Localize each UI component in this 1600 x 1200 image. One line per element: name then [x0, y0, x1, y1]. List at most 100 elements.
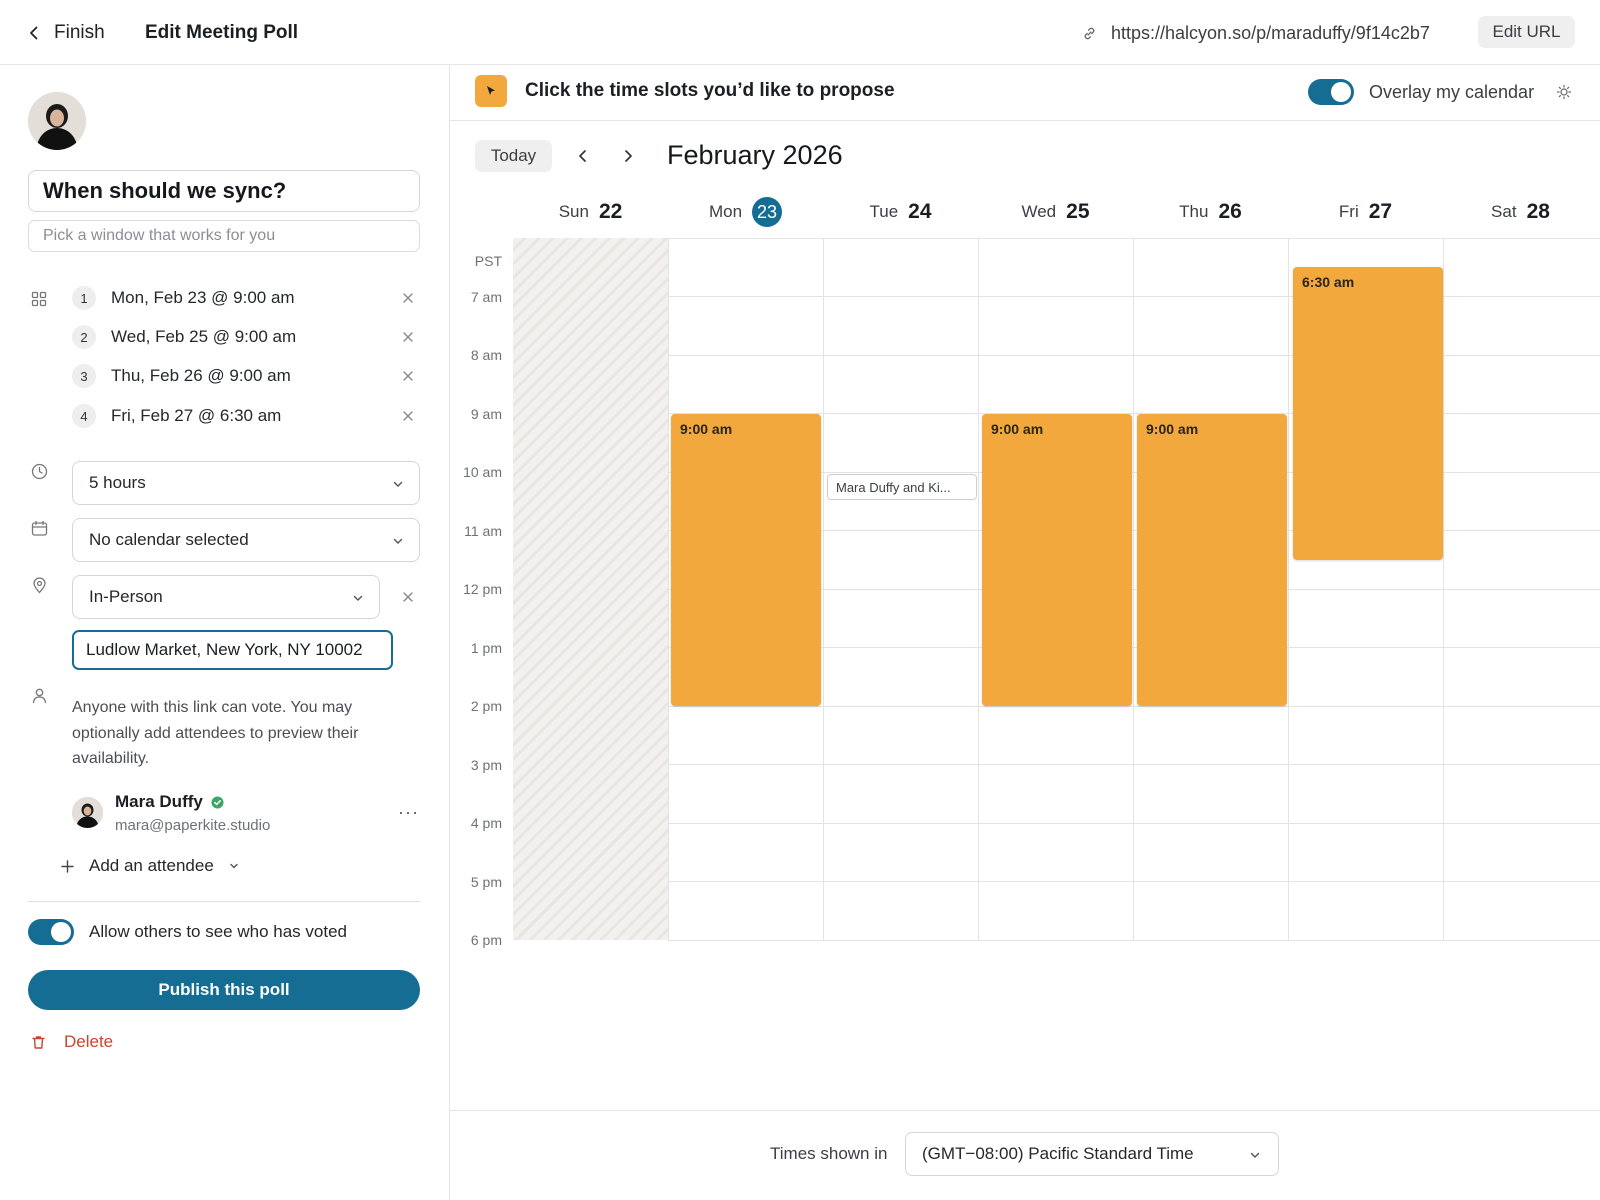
proposed-slot-wed[interactable]: 9:00 am	[982, 414, 1132, 706]
chevron-down-icon	[353, 595, 363, 601]
delete-button[interactable]: Delete	[31, 1030, 113, 1054]
page-title: Edit Meeting Poll	[145, 22, 299, 43]
day-header-tue: Tue 24	[823, 197, 978, 227]
poll-url[interactable]: https://halcyon.so/p/maraduffy/9f14c2b7	[1082, 20, 1430, 46]
sun-icon[interactable]	[1556, 84, 1572, 100]
busy-event-tue[interactable]: Mara Duffy and Ki...	[827, 474, 977, 500]
attendee-name: Mara Duffy	[115, 792, 224, 812]
hour-label: 5 pm	[470, 874, 502, 890]
grid-icon	[31, 291, 47, 307]
attendee-email: mara@paperkite.studio	[115, 817, 271, 834]
avatar[interactable]	[28, 92, 86, 150]
grid-line	[668, 647, 1600, 648]
allow-see-voters-toggle[interactable]	[28, 919, 74, 945]
location-input[interactable]	[72, 630, 393, 670]
grid-line	[668, 940, 1600, 941]
day-number: 24	[908, 200, 932, 223]
proposed-slot-mon[interactable]: 9:00 am	[671, 414, 821, 706]
duration-select[interactable]: 5 hours	[72, 461, 420, 505]
grid-line	[668, 823, 1600, 824]
timezone-value: (GMT−08:00) Pacific Standard Time	[922, 1144, 1194, 1163]
hour-label: 7 am	[470, 289, 502, 305]
attendee-info-text: Anyone with this link can vote. You may …	[72, 699, 359, 767]
location-type-select[interactable]: In-Person	[72, 575, 380, 619]
chevron-down-icon	[393, 538, 403, 544]
allow-see-voters-label: Allow others to see who has voted	[89, 922, 347, 941]
day-of-week: Fri	[1338, 202, 1359, 221]
finish-button[interactable]: Finish	[26, 20, 105, 46]
time-slot-item: 3 Thu, Feb 26 @ 9:00 am	[72, 363, 422, 389]
clock-icon	[31, 463, 48, 480]
divider	[28, 901, 420, 902]
grid-line	[668, 530, 1600, 531]
remove-slot-icon[interactable]	[400, 290, 416, 306]
timezone-select[interactable]: (GMT−08:00) Pacific Standard Time	[905, 1132, 1279, 1176]
avatar-image	[72, 797, 103, 828]
previous-week-icon[interactable]	[575, 148, 591, 164]
calendar-select[interactable]: No calendar selected	[72, 518, 420, 562]
calendar-grid[interactable]	[513, 238, 1600, 940]
add-attendee-button[interactable]: Add an attendee	[60, 853, 240, 879]
instruction-text: Click the time slots you’d like to propo…	[525, 80, 895, 101]
grid-line	[668, 413, 1600, 414]
grid-line	[668, 881, 1600, 882]
slot-label: Wed, Feb 25 @ 9:00 am	[111, 327, 297, 346]
grid-line	[668, 296, 1600, 297]
slot-number: 3	[72, 364, 96, 388]
chevron-down-icon	[230, 863, 238, 869]
day-header-sat: Sat 28	[1443, 197, 1598, 227]
day-number-today: 23	[752, 197, 783, 227]
grid-line	[668, 355, 1600, 356]
proposed-slot-fri[interactable]: 6:30 am	[1293, 267, 1443, 560]
day-number: 27	[1368, 200, 1393, 223]
calendar-icon	[31, 520, 48, 536]
timezone-label: PST	[474, 253, 502, 269]
remove-slot-icon[interactable]	[400, 368, 416, 384]
person-icon	[32, 688, 47, 704]
month-title: February 2026	[667, 140, 843, 170]
today-button[interactable]: Today	[475, 140, 552, 172]
slot-time-label: 9:00 am	[680, 421, 733, 437]
remove-slot-icon[interactable]	[400, 329, 416, 345]
link-icon	[1084, 27, 1095, 39]
day-number: 25	[1066, 200, 1090, 223]
location-pin-icon	[33, 577, 46, 594]
day-number: 28	[1526, 200, 1550, 223]
slot-number: 1	[72, 286, 96, 310]
time-slot-item: 2 Wed, Feb 25 @ 9:00 am	[72, 324, 422, 350]
slot-time-label: 9:00 am	[991, 421, 1044, 437]
day-number: 22	[598, 200, 623, 223]
slot-number: 2	[72, 325, 96, 349]
instruction-bar: Click the time slots you’d like to propo…	[450, 65, 1600, 121]
poll-title-input[interactable]	[28, 170, 420, 212]
overlay-calendar-toggle[interactable]	[1308, 79, 1354, 105]
attendee-name-text: Mara Duffy	[115, 792, 203, 811]
publish-poll-button[interactable]: Publish this poll	[28, 970, 420, 1010]
hour-label: 3 pm	[470, 757, 502, 773]
calendar-panel: Click the time slots you’d like to propo…	[450, 65, 1600, 1200]
timezone-footer-label: Times shown in	[770, 1144, 888, 1163]
day-header-wed: Wed 25	[978, 197, 1133, 227]
poll-subtitle-input[interactable]	[28, 220, 420, 252]
day-of-week: Wed	[1021, 202, 1057, 221]
duration-value: 5 hours	[89, 473, 146, 492]
proposed-slot-thu[interactable]: 9:00 am	[1137, 414, 1287, 706]
clear-location-icon[interactable]	[400, 589, 416, 605]
remove-slot-icon[interactable]	[400, 408, 416, 424]
timezone-footer: Times shown in (GMT−08:00) Pacific Stand…	[450, 1110, 1600, 1200]
time-slot-item: 4 Fri, Feb 27 @ 6:30 am	[72, 403, 422, 429]
cursor-icon	[487, 86, 495, 95]
poll-settings-panel: 1 Mon, Feb 23 @ 9:00 am 2 Wed, Feb 25 @ …	[0, 65, 450, 1200]
slot-number: 4	[72, 404, 96, 428]
plus-icon	[61, 859, 74, 873]
attendee-more-icon[interactable]: ···	[398, 802, 419, 822]
verified-badge-icon	[211, 796, 224, 808]
edit-url-button[interactable]: Edit URL	[1478, 16, 1575, 48]
day-of-week: Tue	[869, 202, 899, 221]
day-header-fri: Fri 27	[1288, 197, 1443, 227]
day-header-sun: Sun 22	[513, 197, 668, 227]
next-week-icon[interactable]	[620, 148, 636, 164]
top-bar: Finish Edit Meeting Poll https://halcyon…	[0, 0, 1600, 65]
day-number: 26	[1218, 200, 1242, 223]
day-of-week: Sat	[1491, 202, 1517, 221]
